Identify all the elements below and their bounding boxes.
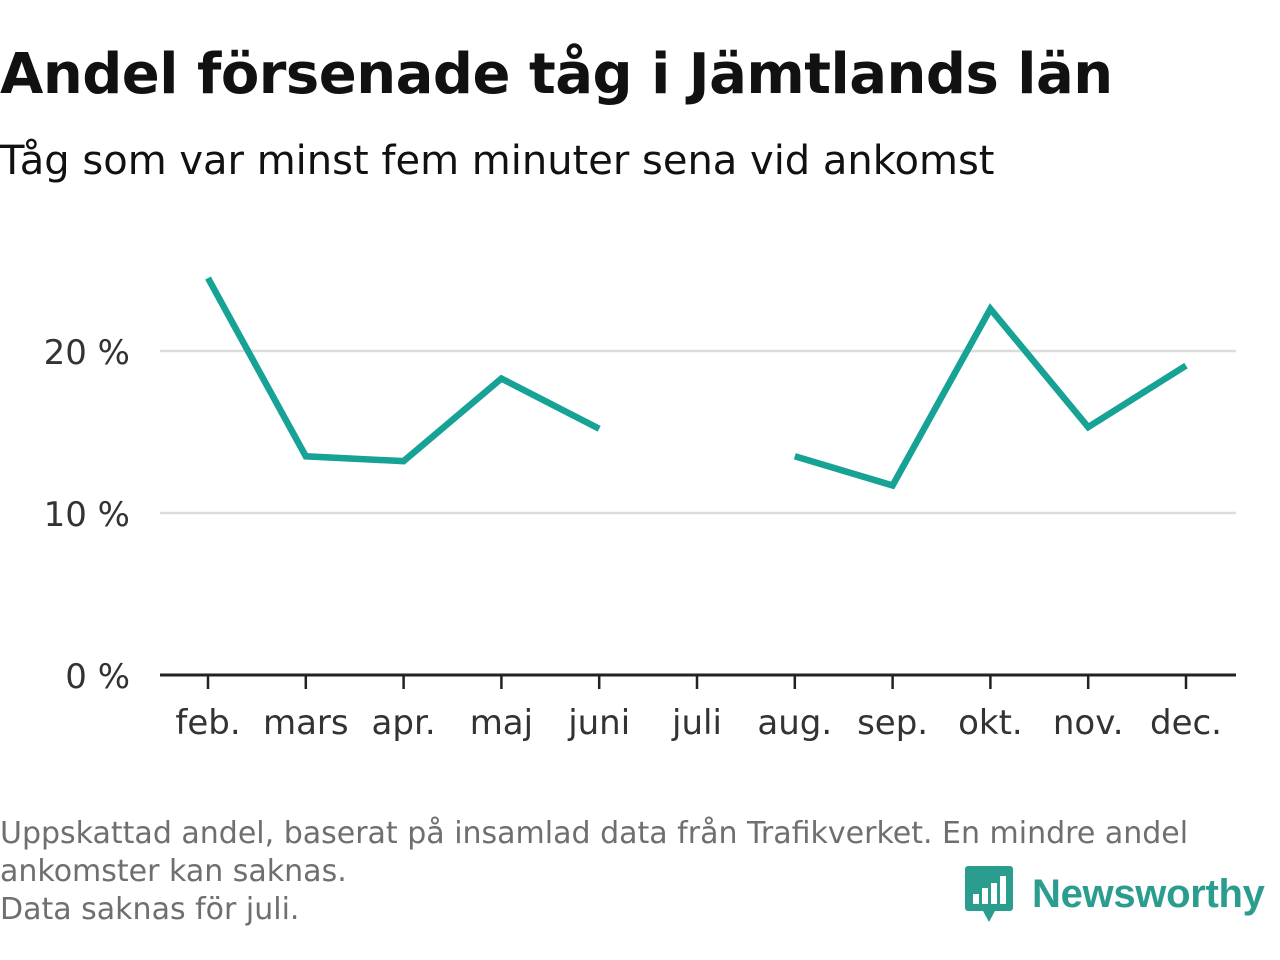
y-tick-labels: 0 % 10 % 20 % bbox=[44, 333, 130, 697]
data-point-feb bbox=[205, 275, 211, 281]
x-tick-label: juni bbox=[567, 703, 630, 743]
newsworthy-bar-chart-icon bbox=[965, 866, 1013, 922]
y-tick-label: 20 % bbox=[44, 333, 130, 373]
data-point-maj bbox=[498, 376, 504, 382]
x-tick-label: aug. bbox=[757, 703, 832, 743]
data-point-apr bbox=[401, 458, 407, 464]
series-line-segment-1 bbox=[205, 276, 601, 465]
x-tick-labels: feb. mars apr. maj juni juli aug. sep. okt. nov. d… bbox=[175, 703, 1222, 743]
series-lines bbox=[205, 275, 1189, 490]
series-line-segment-2 bbox=[793, 303, 1188, 490]
chart-title: Andel försenade tåg i Jämtlands län bbox=[0, 42, 1113, 107]
y-tick-label: 0 % bbox=[65, 657, 130, 697]
x-tick-label: juli bbox=[671, 703, 722, 743]
x-tick-label: maj bbox=[470, 703, 533, 743]
x-axis bbox=[160, 673, 1236, 689]
data-point-mars bbox=[303, 453, 309, 459]
data-point-okt bbox=[987, 306, 993, 312]
data-point-aug bbox=[792, 453, 798, 459]
data-point-dec bbox=[1183, 363, 1189, 369]
x-tick-label: okt. bbox=[958, 703, 1023, 743]
data-point-sep bbox=[890, 482, 896, 488]
chart-subtitle: Tåg som var minst fem minuter sena vid a… bbox=[0, 138, 995, 184]
x-tick-label: mars bbox=[263, 703, 349, 743]
footnote-line-2: ankomster kan saknas. bbox=[0, 854, 347, 889]
footnote: Uppskattad andel, baserat på insamlad da… bbox=[0, 815, 1260, 929]
gridlines bbox=[160, 349, 1236, 515]
data-point-juni bbox=[596, 426, 602, 432]
logo-text: Newsworthy bbox=[1032, 871, 1265, 916]
footnote-line-1: Uppskattad andel, baserat på insamlad da… bbox=[0, 816, 1189, 851]
x-tick-label: sep. bbox=[857, 703, 928, 743]
x-tick-label: nov. bbox=[1053, 703, 1124, 743]
line-chart: 0 % 10 % 20 % feb. mars apr. maj juni juli aug. s… bbox=[44, 275, 1236, 743]
newsworthy-logo: Newsworthy bbox=[964, 864, 1265, 924]
data-point-nov bbox=[1085, 424, 1091, 430]
y-tick-label: 10 % bbox=[44, 495, 130, 535]
x-tick-label: apr. bbox=[372, 703, 436, 743]
x-tick-label: dec. bbox=[1150, 703, 1222, 743]
footnote-line-3: Data saknas för juli. bbox=[0, 892, 300, 927]
x-tick-label: feb. bbox=[175, 703, 240, 743]
